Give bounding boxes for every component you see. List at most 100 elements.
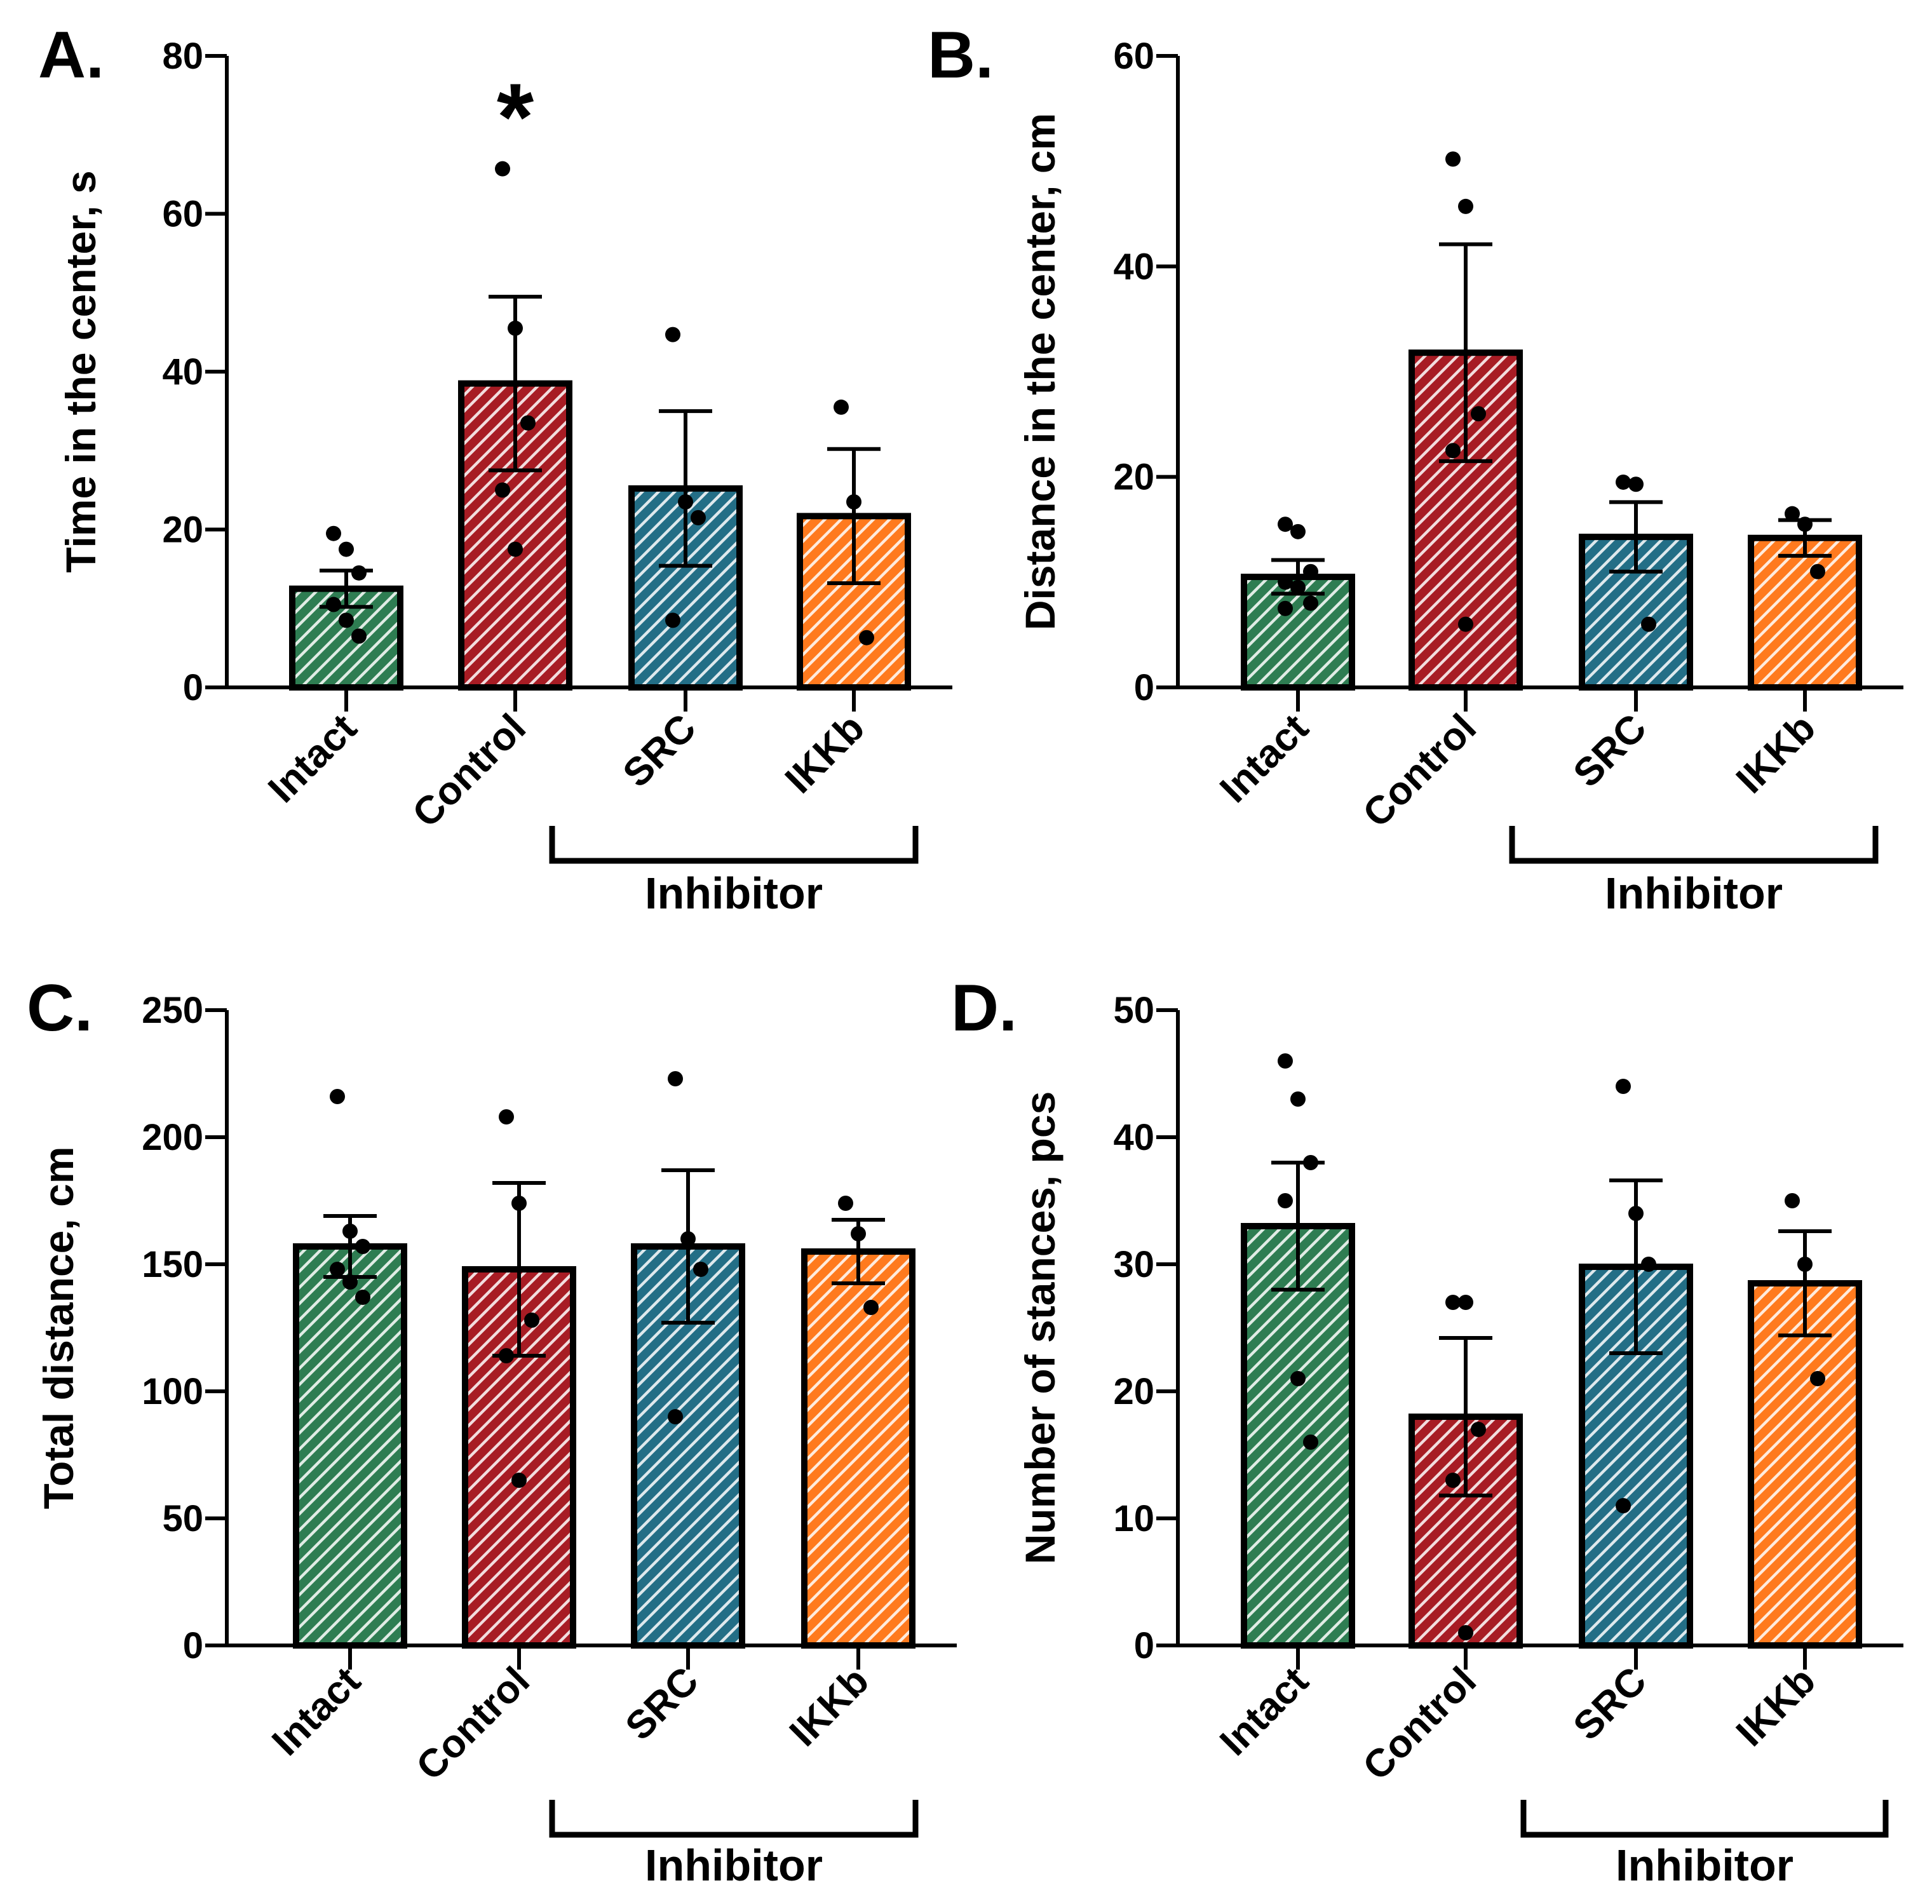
data-point — [1278, 574, 1293, 590]
significance-star: * — [497, 64, 534, 170]
data-point — [1458, 1625, 1473, 1640]
data-point — [846, 494, 861, 510]
data-point — [834, 399, 849, 415]
bar-intact — [293, 1243, 407, 1649]
data-point — [1303, 564, 1318, 579]
data-point — [1458, 198, 1473, 214]
inhibitor-bracket — [549, 1800, 919, 1838]
data-point — [665, 612, 680, 628]
data-point — [1810, 1371, 1825, 1386]
inhibitor-label: Inhibitor — [645, 868, 823, 918]
data-point — [495, 161, 510, 177]
category-label-ikkb: IKKb — [777, 706, 873, 802]
data-point — [511, 1196, 527, 1211]
panel-d: D. 0 10 20 30 40 50 Number of stances, pcs Intac… — [951, 971, 1903, 1890]
y-tick-label: 20 — [162, 510, 203, 551]
data-point — [524, 1313, 539, 1328]
data-point — [1458, 616, 1473, 632]
data-point — [693, 1262, 708, 1277]
data-point — [351, 628, 367, 644]
data-point — [1785, 1193, 1800, 1208]
data-point — [851, 1226, 866, 1241]
panel-a: A. 0 20 40 60 80 Time in the center, s Intact Co… — [38, 18, 952, 918]
data-point — [1303, 1435, 1318, 1450]
y-axis-title: Total distance, cm — [35, 1147, 82, 1509]
y-tick-label: 20 — [1113, 457, 1154, 498]
data-point — [1797, 1257, 1813, 1272]
panel-label: C. — [27, 971, 93, 1045]
data-point — [680, 1231, 696, 1246]
data-point — [1471, 1422, 1486, 1437]
data-point — [1290, 1371, 1306, 1386]
data-point — [1785, 506, 1800, 522]
panel-label: A. — [38, 18, 104, 92]
y-tick-label: 0 — [1134, 667, 1154, 708]
y-tick-label: 40 — [162, 351, 203, 393]
y-axis-title: Time in the center, s — [57, 170, 104, 572]
category-label-control: Control — [1354, 706, 1485, 836]
data-point — [499, 1109, 514, 1124]
inhibitor-label: Inhibitor — [1605, 868, 1783, 918]
panel-b: B. 0 20 40 60 Distance in the center, cm Intac… — [928, 18, 1903, 918]
data-point — [508, 541, 523, 557]
inhibitor-bracket — [1520, 1800, 1889, 1838]
bar-ikkb — [801, 1248, 915, 1649]
category-label-ikkb: IKKb — [1728, 1659, 1824, 1755]
data-point — [495, 482, 510, 498]
data-point — [1303, 595, 1318, 611]
data-point — [859, 630, 874, 645]
bar-ikkb — [1748, 1280, 1862, 1649]
y-tick-label: 40 — [1113, 246, 1154, 287]
data-point — [1278, 517, 1293, 532]
data-point — [1641, 616, 1656, 632]
category-label-intact: Intact — [1212, 706, 1317, 811]
data-point — [499, 1348, 514, 1363]
y-tick-label: 50 — [1113, 990, 1154, 1031]
y-tick-label: 40 — [1113, 1117, 1154, 1158]
data-point — [668, 1409, 683, 1424]
y-tick-label: 60 — [1113, 36, 1154, 77]
category-label-src: SRC — [1565, 706, 1655, 795]
y-tick-label: 200 — [142, 1117, 203, 1158]
data-point — [355, 1290, 370, 1305]
data-point — [1445, 443, 1461, 459]
data-point — [342, 1274, 358, 1290]
data-point — [1278, 1193, 1293, 1208]
data-point — [1471, 406, 1486, 422]
data-point — [520, 415, 536, 431]
data-point — [326, 597, 341, 612]
data-point — [1458, 1295, 1473, 1310]
category-label-ikkb: IKKb — [1728, 706, 1824, 802]
category-label-src: SRC — [615, 706, 705, 795]
data-point — [1445, 1473, 1461, 1488]
data-point — [1303, 1155, 1318, 1170]
y-tick-label: 80 — [162, 36, 203, 77]
data-point — [1628, 1206, 1644, 1221]
data-point — [1641, 1257, 1656, 1272]
category-label-control: Control — [408, 1659, 538, 1789]
data-point — [863, 1300, 879, 1315]
data-point — [1290, 523, 1306, 539]
data-point — [1278, 1053, 1293, 1069]
data-point — [1616, 1079, 1631, 1094]
data-point — [1797, 517, 1813, 532]
data-point — [1290, 1091, 1306, 1107]
data-point — [351, 565, 367, 581]
y-tick-label: 50 — [162, 1498, 203, 1539]
data-point — [342, 1224, 358, 1239]
data-point — [355, 1239, 370, 1254]
data-point — [1810, 564, 1825, 579]
y-axis-title: Distance in the center, cm — [1017, 113, 1064, 630]
y-tick-label: 0 — [183, 1625, 203, 1666]
y-tick-label: 30 — [1113, 1244, 1154, 1285]
y-tick-label: 0 — [1134, 1625, 1154, 1666]
data-point — [330, 1089, 345, 1104]
data-point — [1445, 151, 1461, 167]
data-point — [330, 1262, 345, 1277]
panel-c: C. 0 50 100 150 200 250 Total distance, cm Intac… — [27, 971, 957, 1890]
y-tick-label: 20 — [1113, 1371, 1154, 1412]
category-label-src: SRC — [1565, 1659, 1655, 1748]
category-label-intact: Intact — [260, 706, 365, 811]
data-point — [1290, 579, 1306, 595]
